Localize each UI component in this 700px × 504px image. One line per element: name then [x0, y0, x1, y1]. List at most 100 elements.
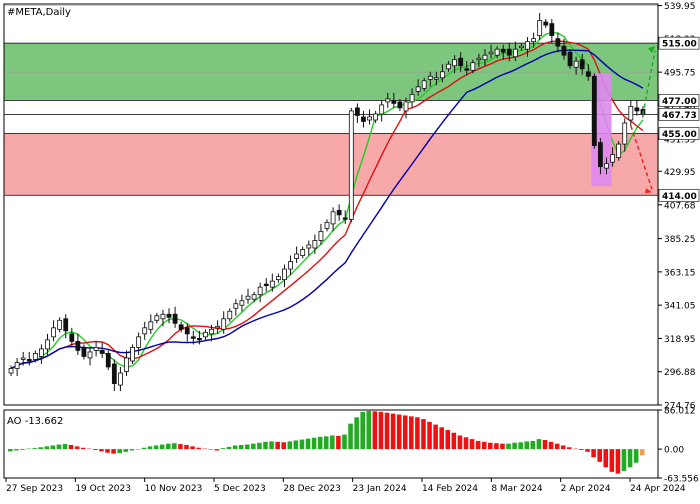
ao-bar — [506, 443, 511, 450]
candle-body — [579, 59, 585, 70]
price-tick-label: 341.05 — [664, 302, 696, 312]
ao-bar — [196, 447, 201, 450]
candle-body — [111, 363, 117, 384]
ao-bar — [530, 440, 536, 450]
ao-bar — [336, 435, 341, 450]
ao-bar — [512, 442, 517, 450]
ao-bar — [208, 449, 214, 450]
ao-bar — [251, 443, 256, 450]
ao-bar — [536, 439, 542, 450]
time-tick-label: 8 Mar 2024 — [491, 484, 543, 494]
ao-bar — [439, 427, 444, 450]
candle-body — [421, 80, 427, 89]
candle-body — [567, 51, 573, 67]
ao-bar — [548, 441, 554, 450]
ao-bar — [202, 448, 208, 450]
price-tick-label: 407.68 — [664, 201, 696, 211]
moving-average-line — [10, 31, 644, 370]
candle-body — [628, 106, 634, 121]
candle-body — [519, 45, 524, 49]
candle-body — [26, 359, 32, 362]
ao-bar — [44, 446, 50, 450]
candle-body — [275, 276, 281, 281]
candle-body — [20, 357, 26, 360]
candle-body — [257, 286, 263, 296]
candle-body — [130, 347, 135, 362]
candle-body — [178, 324, 184, 330]
candle-body — [610, 154, 615, 163]
candle-body — [591, 75, 597, 146]
ao-bar — [415, 417, 420, 450]
ao-bar — [99, 449, 104, 452]
ao-bar — [159, 444, 165, 450]
candle-body — [57, 319, 63, 330]
ao-bar — [117, 449, 122, 454]
candle-body — [75, 340, 81, 351]
moving-average-line — [10, 49, 644, 370]
candle-body — [69, 333, 75, 342]
candle-body — [543, 21, 549, 26]
ao-bar — [585, 449, 590, 452]
candle-body — [616, 143, 622, 159]
forecast-down-arrowhead — [645, 188, 652, 194]
ao-bar — [135, 449, 141, 450]
ao-bar — [178, 444, 183, 450]
ao-bar — [633, 449, 639, 463]
price-zones — [4, 43, 658, 196]
candle-body — [348, 110, 354, 220]
level-label: 477.00 — [662, 97, 697, 107]
candle-body — [148, 321, 154, 330]
ao-tick-label: -63.556 — [664, 475, 699, 485]
ao-bar — [409, 416, 414, 450]
time-axis: 27 Sep 2023 19 Oct 2023 10 Nov 2023 5 Dec 2… — [5, 478, 686, 494]
ao-bar — [554, 443, 560, 450]
candle-body — [354, 107, 360, 116]
candle-body — [561, 45, 567, 56]
candle-body — [209, 328, 214, 335]
price-zone — [4, 133, 658, 196]
candle-body — [494, 48, 500, 56]
ao-bar — [396, 414, 402, 450]
ao-bar — [232, 445, 238, 450]
candle-body — [282, 268, 287, 281]
ao-bar — [518, 442, 523, 450]
forecast-up-arrow — [642, 50, 656, 115]
time-tick-label: 27 Sep 2023 — [6, 484, 63, 494]
ao-bar — [263, 441, 268, 450]
candle-body — [105, 353, 111, 368]
level-label-box — [658, 188, 700, 202]
ao-bar — [93, 449, 98, 451]
ao-bar — [342, 434, 347, 450]
candle-body — [32, 353, 38, 360]
ao-bar — [475, 440, 481, 450]
ao-bar — [220, 448, 226, 450]
ao-title: AO -13.662 — [7, 416, 63, 427]
ao-bar — [579, 449, 584, 451]
ao-bar — [74, 446, 80, 450]
candle-body — [166, 313, 172, 318]
time-tick-label: 10 Nov 2023 — [145, 484, 203, 494]
candle-body — [300, 249, 306, 256]
candle-body — [8, 368, 14, 374]
ao-bar — [463, 437, 469, 450]
ao-bar — [494, 443, 499, 450]
price-tick-label: 385.25 — [664, 235, 696, 245]
candle-body — [269, 280, 275, 288]
candle-body — [136, 336, 142, 348]
candle-body — [14, 362, 20, 369]
ao-bar — [293, 440, 299, 450]
ao-bar — [129, 449, 135, 451]
candle-body — [391, 99, 397, 104]
candle-body — [172, 313, 178, 324]
ao-bar — [68, 445, 74, 450]
candle-body — [585, 71, 591, 77]
ao-bar — [366, 410, 372, 450]
ao-bar — [165, 443, 171, 450]
candle-body — [555, 38, 561, 47]
ao-bar — [299, 439, 305, 450]
ao-bar — [311, 437, 317, 450]
candle-body — [81, 347, 87, 357]
ao-bar — [560, 445, 566, 450]
